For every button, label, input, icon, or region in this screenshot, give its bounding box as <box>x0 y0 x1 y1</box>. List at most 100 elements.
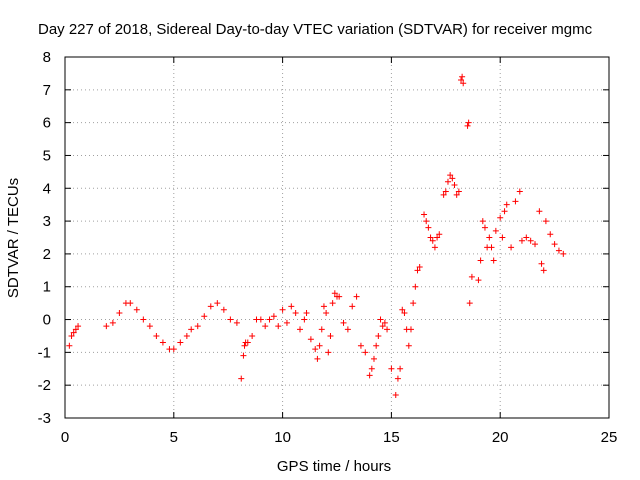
data-point <box>516 188 523 195</box>
data-point <box>425 224 432 231</box>
data-point <box>458 76 465 83</box>
data-point <box>440 191 447 198</box>
data-point <box>316 342 323 349</box>
data-point <box>159 339 166 346</box>
data-point <box>431 244 438 251</box>
data-point <box>220 306 227 313</box>
data-point <box>503 201 510 208</box>
data-point <box>465 119 472 126</box>
data-point <box>508 244 515 251</box>
data-point <box>133 306 140 313</box>
data-point <box>241 342 248 349</box>
data-point <box>410 300 417 307</box>
x-axis-label: GPS time / hours <box>277 458 391 475</box>
data-point <box>451 181 458 188</box>
y-tick-label: 1 <box>43 279 51 296</box>
axis-ticks <box>64 56 610 419</box>
data-point <box>394 375 401 382</box>
data-point <box>270 313 277 320</box>
data-point <box>116 309 123 316</box>
data-point <box>127 300 134 307</box>
data-point <box>266 316 273 323</box>
data-point <box>177 339 184 346</box>
data-point <box>249 332 256 339</box>
data-point <box>459 73 466 80</box>
data-point <box>442 188 449 195</box>
data-point <box>488 244 495 251</box>
data-point <box>318 326 325 333</box>
y-tick-label: 4 <box>43 180 51 197</box>
data-point <box>103 323 110 330</box>
y-tick-label: 2 <box>43 246 51 263</box>
data-point <box>233 319 240 326</box>
data-point <box>401 309 408 316</box>
data-point <box>455 188 462 195</box>
y-tick-label: -2 <box>38 377 51 394</box>
x-tick-label: 15 <box>383 429 400 446</box>
data-point <box>464 122 471 129</box>
data-series <box>66 73 567 399</box>
data-point <box>303 309 310 316</box>
data-point <box>466 300 473 307</box>
data-point <box>384 326 391 333</box>
data-point <box>349 303 356 310</box>
data-point <box>238 375 245 382</box>
data-point <box>366 372 373 379</box>
data-point <box>542 218 549 225</box>
data-point <box>540 267 547 274</box>
data-point <box>477 257 484 264</box>
y-tick-label: -1 <box>38 344 51 361</box>
data-point <box>283 319 290 326</box>
data-point <box>244 339 251 346</box>
data-point <box>72 326 79 333</box>
data-point <box>547 231 554 238</box>
data-point <box>257 316 264 323</box>
data-point <box>331 290 338 297</box>
data-point <box>109 319 116 326</box>
data-point <box>227 316 234 323</box>
x-tick-label: 20 <box>492 429 509 446</box>
y-axis-label: SDTVAR / TECUs <box>5 178 22 298</box>
data-point <box>75 323 82 330</box>
data-point <box>527 237 534 244</box>
y-tick-label: 8 <box>43 49 51 66</box>
data-point <box>153 332 160 339</box>
data-point <box>388 365 395 372</box>
data-point <box>492 227 499 234</box>
data-point <box>538 260 545 267</box>
data-point <box>344 326 351 333</box>
data-point <box>449 175 456 182</box>
data-point <box>194 323 201 330</box>
data-point <box>416 264 423 271</box>
data-point <box>421 211 428 218</box>
data-point <box>497 214 504 221</box>
data-point <box>207 303 214 310</box>
data-point <box>407 326 414 333</box>
data-point <box>523 234 530 241</box>
data-point <box>379 323 386 330</box>
x-tick-label: 10 <box>274 429 291 446</box>
data-point <box>292 309 299 316</box>
data-point <box>373 342 380 349</box>
data-point <box>560 250 567 257</box>
data-point <box>555 247 562 254</box>
x-tick-label: 5 <box>170 429 178 446</box>
tick-labels: 0 5 10 15 20 25 -3 -2 -1 0 1 2 3 4 5 6 7 8 <box>38 49 618 446</box>
data-point <box>414 267 421 274</box>
data-point <box>423 218 430 225</box>
data-point <box>66 342 73 349</box>
data-point <box>479 218 486 225</box>
y-tick-label: 3 <box>43 213 51 230</box>
data-point <box>486 234 493 241</box>
data-point <box>327 332 334 339</box>
data-point <box>320 303 327 310</box>
data-point <box>279 306 286 313</box>
data-point <box>170 346 177 353</box>
data-point <box>340 319 347 326</box>
grid <box>65 57 609 418</box>
data-point <box>434 234 441 241</box>
data-point <box>447 172 454 179</box>
y-tick-label: 6 <box>43 115 51 132</box>
data-point <box>275 323 282 330</box>
data-point <box>397 365 404 372</box>
